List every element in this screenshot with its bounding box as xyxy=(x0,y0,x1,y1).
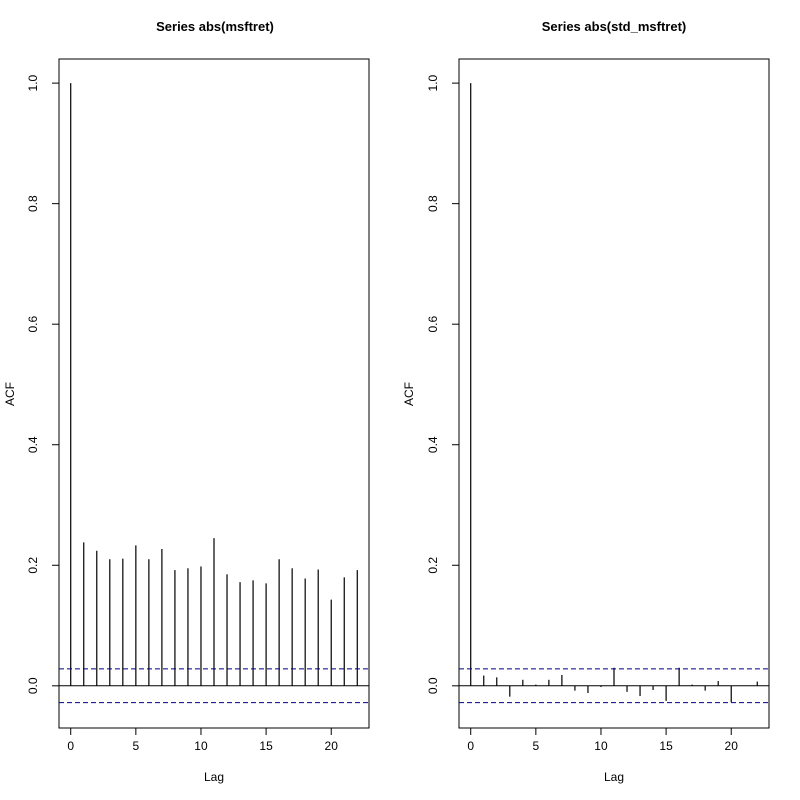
y-tick-label: 0.4 xyxy=(426,436,440,453)
x-tick-label: 5 xyxy=(533,739,540,753)
acf-bars xyxy=(59,83,369,687)
plot-frame xyxy=(58,58,370,729)
x-axis-label: Lag xyxy=(204,770,224,784)
acf-bars xyxy=(459,83,769,703)
y-axis: 0.0 0.2 0.4 0.6 0.8 1.0 xyxy=(426,74,459,694)
y-tick-label: 0.0 xyxy=(426,677,440,694)
chart-title: Series abs(std_msftret) xyxy=(542,19,687,34)
x-tick-label: 20 xyxy=(725,739,739,753)
x-axis-label: Lag xyxy=(604,770,624,784)
y-tick-label: 0.6 xyxy=(426,316,440,333)
y-tick-label: 0.6 xyxy=(26,316,40,333)
x-tick-label: 15 xyxy=(259,739,273,753)
y-tick-label: 0.2 xyxy=(426,557,440,574)
y-tick-label: 0.8 xyxy=(26,195,40,212)
x-axis: 0 5 10 15 20 xyxy=(467,728,738,753)
y-axis-label: ACF xyxy=(402,382,416,406)
chart-title: Series abs(msftret) xyxy=(156,19,274,34)
x-tick-label: 0 xyxy=(467,739,474,753)
y-axis-label: ACF xyxy=(3,382,17,406)
y-axis: 0.0 0.2 0.4 0.6 0.8 1.0 xyxy=(26,74,59,694)
plot-frame xyxy=(458,58,770,729)
x-tick-label: 5 xyxy=(133,739,140,753)
x-axis: 0 5 10 15 20 xyxy=(67,728,338,753)
acf-panel-msftret: Series abs(msftret) 0 5 10 15 20 0.00.20.40.… xyxy=(3,19,370,784)
y-tick-label: 0.0 xyxy=(26,677,40,694)
x-tick-label: 15 xyxy=(659,739,673,753)
confidence-lines xyxy=(459,668,769,704)
x-tick-label: 10 xyxy=(194,739,208,753)
x-tick-label: 0 xyxy=(67,739,74,753)
acf-panel-std-msftret: Series abs(std_msftret) 0 5 10 15 20 0.00.20… xyxy=(402,19,770,784)
x-tick-label: 10 xyxy=(594,739,608,753)
y-tick-label: 1.0 xyxy=(426,74,440,91)
y-tick-label: 0.4 xyxy=(26,436,40,453)
y-tick-label: 0.8 xyxy=(426,195,440,212)
confidence-lines xyxy=(59,668,369,704)
x-tick-label: 20 xyxy=(325,739,339,753)
y-tick-label: 0.2 xyxy=(26,557,40,574)
y-tick-label: 1.0 xyxy=(26,74,40,91)
